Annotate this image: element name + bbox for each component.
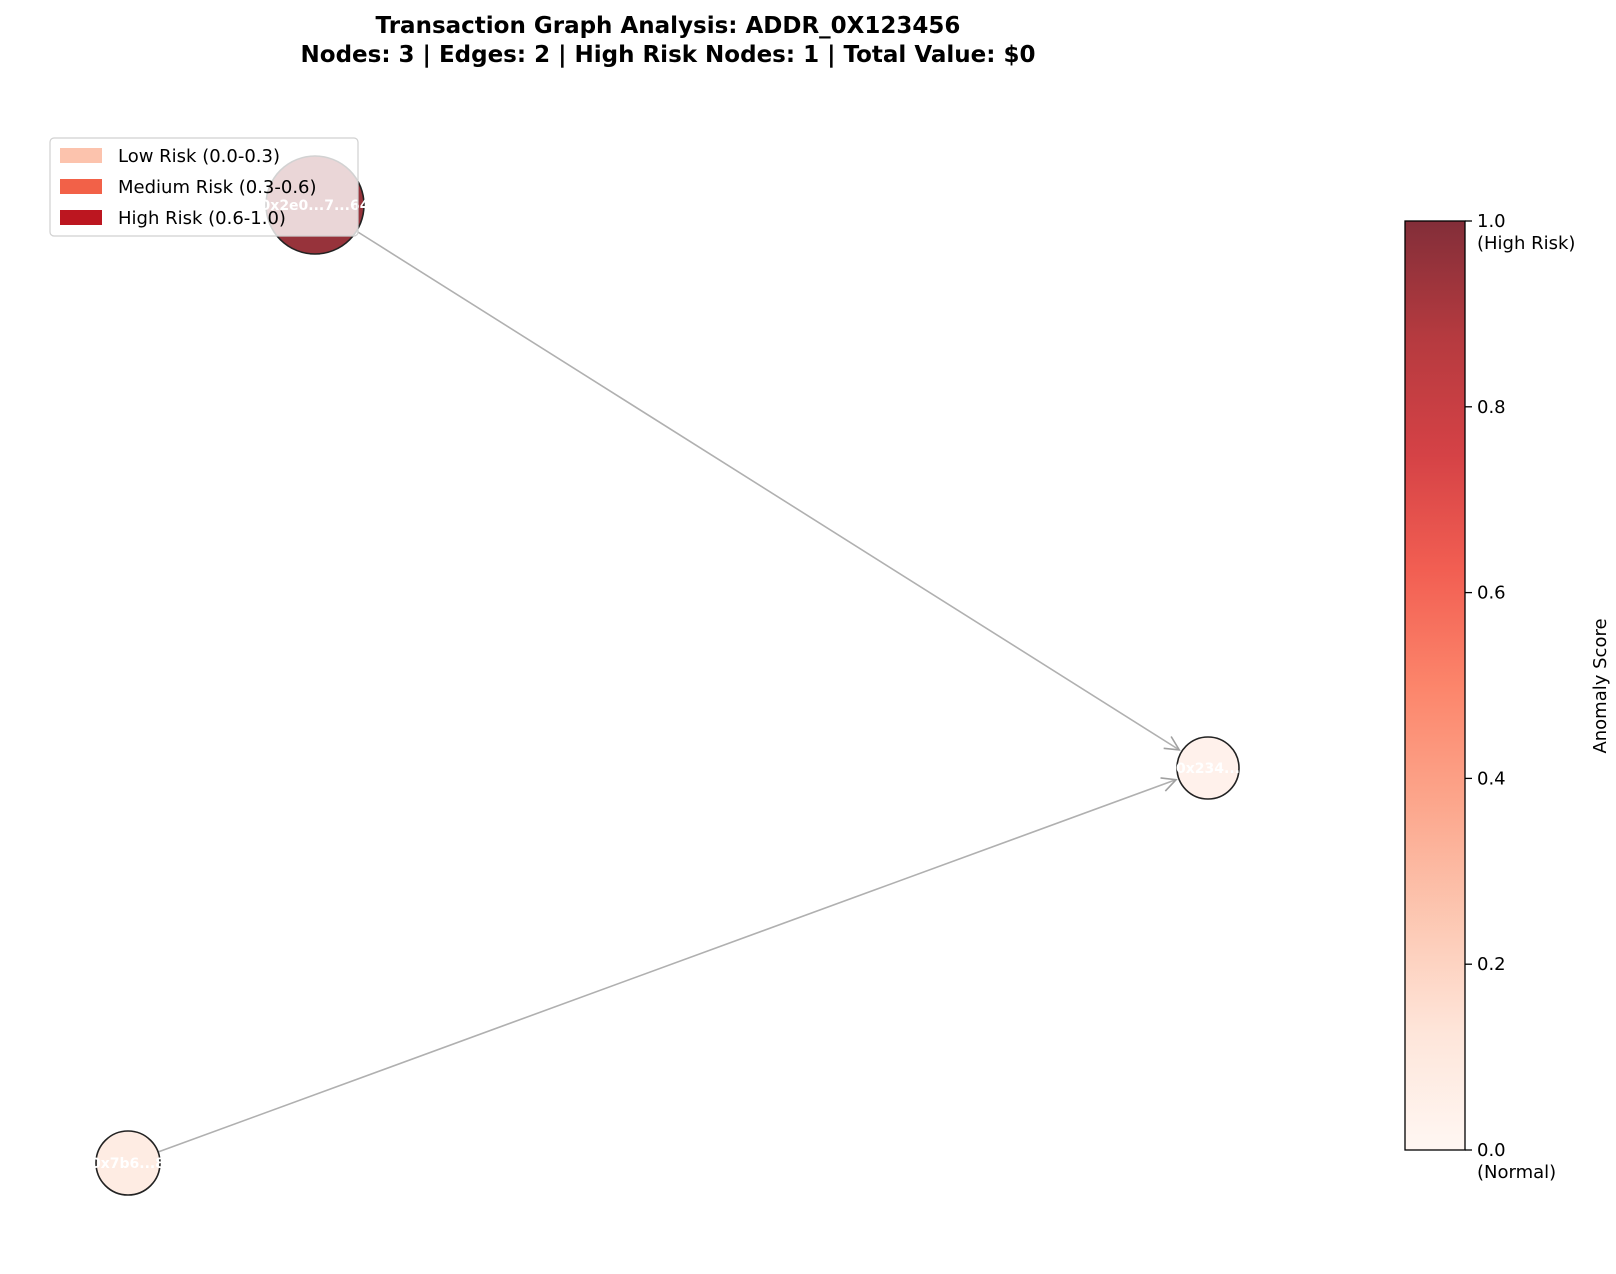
legend-label-high: High Risk (0.6-1.0) <box>118 208 286 229</box>
legend-swatch-medium <box>60 179 102 194</box>
colorbar-tick-label: 1.0 <box>1477 211 1506 232</box>
colorbar-tick-label: 0.2 <box>1477 954 1506 975</box>
colorbar-gradient <box>1404 220 1466 1151</box>
colorbar: 0.0(Normal) 0.2 0.4 0.6 0.8 1.0(High Risk) An… <box>1404 211 1611 1183</box>
node-label: 0x234... <box>1176 761 1240 777</box>
legend-label-low: Low Risk (0.0-0.3) <box>118 146 280 167</box>
node-circle[interactable] <box>95 1130 161 1196</box>
title-line-1: Transaction Graph Analysis: ADDR_0X12345… <box>376 13 961 39</box>
node-source[interactable]: 0x7b6...8 <box>91 1130 165 1196</box>
legend-frame <box>49 137 359 237</box>
title-line-2: Nodes: 3 | Edges: 2 | High Risk Nodes: 1… <box>301 42 1036 68</box>
edge-arrowhead <box>1163 736 1181 751</box>
edge-arrowhead <box>1160 777 1178 792</box>
legend: Low Risk (0.0-0.3) Medium Risk (0.3-0.6)… <box>49 137 359 237</box>
colorbar-tick-label: 0.6 <box>1477 583 1506 604</box>
legend-swatch-low <box>60 148 102 163</box>
edges-layer <box>157 230 1181 1153</box>
node-target[interactable]: 0x234... <box>1176 736 1240 800</box>
edge-source-to-target <box>157 778 1177 1153</box>
colorbar-ticks: 0.0(Normal) 0.2 0.4 0.6 0.8 1.0(High Risk) <box>1465 211 1575 1183</box>
colorbar-tick-sublabel: (Normal) <box>1477 1162 1556 1183</box>
legend-label-medium: Medium Risk (0.3-0.6) <box>118 177 317 198</box>
colorbar-label: Anomaly Score <box>1590 618 1611 753</box>
edge-high-to-target <box>356 230 1180 751</box>
colorbar-tick-label: 0.8 <box>1477 397 1506 418</box>
colorbar-tick-label: 0.0 <box>1477 1140 1506 1161</box>
colorbar-tick-sublabel: (High Risk) <box>1477 233 1575 254</box>
node-circle[interactable] <box>1176 736 1240 800</box>
colorbar-tick-label: 0.4 <box>1477 768 1506 789</box>
node-label: 0x7b6...8 <box>91 1156 165 1172</box>
legend-swatch-high <box>60 210 102 225</box>
nodes-layer: 0x2e0...7...640x234...0x7b6...8 <box>91 155 1240 1196</box>
